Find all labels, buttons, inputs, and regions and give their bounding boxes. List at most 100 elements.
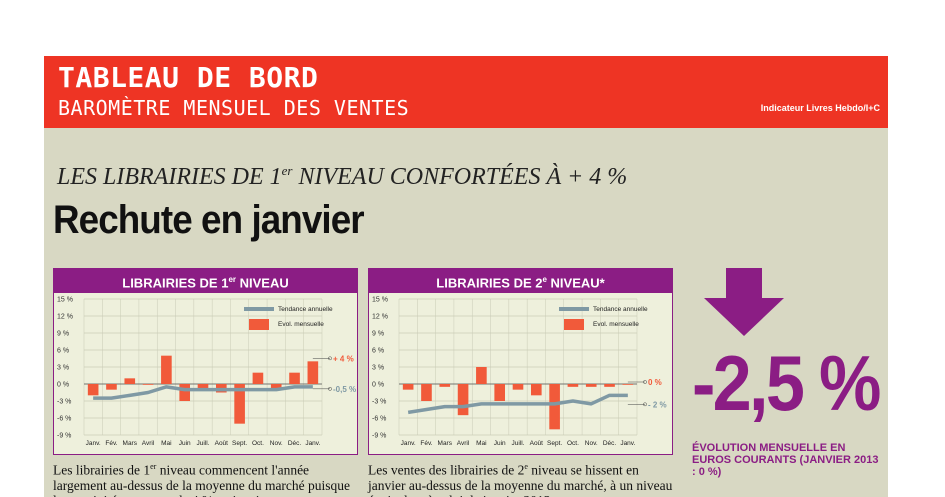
- y-tick-label: -3 %: [372, 399, 386, 406]
- bar: [585, 384, 597, 387]
- bar: [270, 384, 282, 390]
- legend-trend-label: Tendance annuelle: [278, 306, 333, 313]
- legend-trend-label: Tendance annuelle: [593, 306, 648, 313]
- x-tick-label: Août: [530, 440, 544, 447]
- trend-end-label: - 2 %: [648, 400, 667, 409]
- desc-text: Les ventes des librairies de 2: [368, 462, 525, 478]
- y-tick-label: 3 %: [372, 365, 384, 372]
- bar: [197, 384, 209, 390]
- chart-title-text: LIBRAIRIES DE 1: [122, 275, 229, 291]
- bar: [179, 384, 191, 401]
- trend-label-marker: [328, 386, 332, 391]
- chart-description-1: Les librairies de 1er niveau commencent …: [53, 459, 358, 497]
- desc-text-end: niveau se hissent en janvier au-dessus d…: [368, 462, 673, 497]
- x-tick-label: Déc.: [603, 440, 617, 447]
- x-tick-label: Nov.: [270, 440, 283, 447]
- header-banner: TABLEAU DE BORD BAROMÈTRE MENSUEL DES VE…: [44, 56, 888, 128]
- bar: [530, 384, 542, 396]
- bar: [161, 355, 172, 384]
- bar: [476, 367, 487, 384]
- chart-panel-2: LIBRAIRIES DE 2e NIVEAU* 15 % 12 % 9 % 6 % 3…: [368, 268, 673, 497]
- legend-trend-swatch: [244, 307, 274, 311]
- header-subtitle: BAROMÈTRE MENSUEL DES VENTES: [58, 96, 410, 120]
- chart-title-text-end: NIVEAU*: [546, 275, 605, 291]
- kicker-text-end: NIVEAU CONFORTÉES À + 4 %: [292, 164, 628, 190]
- y-tick-label: 12 %: [57, 314, 73, 321]
- x-tick-label: Mai: [161, 440, 171, 447]
- bar: [142, 384, 154, 385]
- bar: [567, 384, 579, 387]
- x-tick-label: Janv.: [86, 440, 101, 447]
- bar: [402, 384, 414, 390]
- chart-svg-2: 15 % 12 % 9 % 6 % 3 % 0 % -3 % -6 % -9 % Janv. Fév…: [372, 297, 667, 448]
- kicker-text: LES LIBRAIRIES DE 1: [57, 164, 282, 190]
- bar-label-marker: [643, 380, 647, 384]
- legend-bar-label: Evol. mensuelle: [278, 321, 324, 328]
- bar: [512, 384, 524, 390]
- legend-bar-swatch: [564, 319, 584, 330]
- header-title: TABLEAU DE BORD: [58, 61, 319, 94]
- desc-sup: er: [150, 462, 157, 471]
- bar-end-label: 0 %: [648, 378, 662, 387]
- y-tick-label: 9 %: [372, 331, 384, 338]
- y-tick-label: -6 %: [372, 416, 386, 423]
- legend-bar-label: Evol. mensuelle: [593, 321, 639, 328]
- y-tick-label: 6 %: [372, 348, 384, 355]
- trend-end-label: -0,5 %: [333, 385, 356, 394]
- bar: [307, 361, 319, 384]
- desc-sup: e: [524, 462, 528, 471]
- bar: [549, 384, 560, 430]
- x-tick-label: Déc.: [288, 440, 302, 447]
- y-tick-label: 9 %: [57, 331, 69, 338]
- chart-title-text-end: NIVEAU: [236, 275, 289, 291]
- y-tick-label: 0 %: [372, 382, 384, 389]
- y-tick-label: 12 %: [372, 314, 388, 321]
- bar: [494, 384, 506, 401]
- bar: [622, 384, 634, 385]
- bar: [124, 378, 136, 384]
- bar: [106, 384, 117, 390]
- source-label: Indicateur Livres Hebdo/I+C: [760, 103, 880, 113]
- desc-text-end: niveau commencent l'année largement au-d…: [53, 462, 351, 497]
- x-tick-label: Sept.: [547, 440, 562, 447]
- y-tick-label: -6 %: [57, 416, 71, 423]
- legend-bar-swatch: [249, 319, 269, 330]
- x-tick-label: Mars: [123, 440, 138, 447]
- x-tick-label: Nov.: [585, 440, 598, 447]
- bar: [87, 384, 99, 396]
- x-tick-label: Oct.: [567, 440, 579, 447]
- chart-title-2: LIBRAIRIES DE 2e NIVEAU*: [368, 268, 673, 292]
- article-kicker: LES LIBRAIRIES DE 1er NIVEAU CONFORTÉES …: [57, 163, 627, 191]
- x-tick-label: Mars: [438, 440, 453, 447]
- bar: [439, 384, 451, 387]
- x-tick-label: Oct.: [252, 440, 264, 447]
- x-tick-label: Janv.: [620, 440, 635, 447]
- bar: [421, 384, 432, 401]
- x-tick-label: Juin: [494, 440, 506, 447]
- summary-caption: ÉVOLUTION MENSUELLE EN EUROS COURANTS (J…: [692, 442, 879, 478]
- chart-panel-1: LIBRAIRIES DE 1er NIVEAU 15 % 12 % 9 % 6 % 3…: [53, 268, 358, 497]
- x-tick-label: Mai: [476, 440, 486, 447]
- trend-label-marker: [643, 402, 647, 407]
- chart-title-sup: er: [228, 275, 236, 284]
- x-tick-label: Août: [215, 440, 229, 447]
- trend-line: [407, 393, 628, 415]
- x-tick-label: Sept.: [232, 440, 247, 447]
- y-tick-label: 0 %: [57, 382, 69, 389]
- chart-title-text: LIBRAIRIES DE 2: [436, 275, 543, 291]
- chart-plot-1: 15 % 12 % 9 % 6 % 3 % 0 % -3 % -6 % -9 % Janv. Fév…: [53, 292, 358, 455]
- bar: [252, 372, 264, 384]
- x-tick-label: Juin: [179, 440, 191, 447]
- article-headline: Rechute en janvier: [53, 198, 365, 242]
- kicker-sup: er: [281, 163, 293, 178]
- summary-value: -2,5 %: [692, 339, 881, 427]
- bar: [457, 384, 469, 416]
- down-arrow-icon: [704, 268, 784, 336]
- bar: [289, 372, 300, 384]
- chart-title-1: LIBRAIRIES DE 1er NIVEAU: [53, 268, 358, 292]
- y-tick-label: -9 %: [372, 433, 386, 440]
- y-tick-label: 15 %: [372, 297, 388, 304]
- y-tick-label: -3 %: [57, 399, 71, 406]
- x-tick-label: Fév.: [105, 440, 117, 447]
- x-tick-label: Janv.: [401, 440, 416, 447]
